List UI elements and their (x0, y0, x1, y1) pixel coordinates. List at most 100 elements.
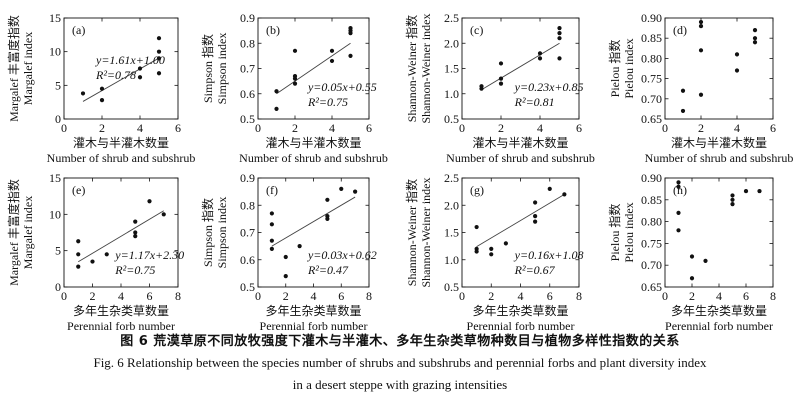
panel-label: (c) (470, 23, 483, 37)
y-axis-label-en: Shannon-Weiner index (419, 13, 433, 123)
data-point (689, 276, 695, 281)
data-point (474, 249, 479, 254)
y-tick-label: 1.5 (444, 226, 459, 240)
data-point (348, 26, 353, 31)
data-point (557, 31, 562, 36)
data-point (76, 239, 81, 244)
x-axis-label-en: Number of shrub and subshrub (645, 151, 794, 165)
plot-frame (63, 17, 179, 120)
x-tick-label: 0 (662, 289, 668, 303)
data-point (156, 71, 162, 76)
x-axis-label-en: Perennial forb number (260, 319, 368, 330)
y-axis-label-cn: Margalef 丰富度指数 (6, 15, 21, 122)
y-tick-label: 0.6 (240, 253, 255, 267)
figure-caption-en-line1: Fig. 6 Relationship between the species … (93, 355, 707, 370)
data-point (730, 202, 735, 207)
panel-label: (e) (72, 183, 85, 197)
y-tick-label: 0.75 (641, 72, 662, 86)
y-tick-label: 10 (49, 45, 61, 59)
data-point (676, 184, 681, 189)
x-tick-label: 6 (366, 121, 372, 135)
y-tick-label: 15 (49, 11, 61, 25)
data-point (734, 52, 740, 57)
x-tick-label: 6 (338, 289, 344, 303)
data-point (557, 36, 562, 41)
y-tick-label: 0.5 (444, 280, 459, 294)
y-tick-label: 0.5 (240, 280, 255, 294)
x-tick-label: 6 (743, 289, 749, 303)
regression-equation: y=0.05x+0.55 (307, 80, 377, 94)
figure-caption-en: Fig. 6 Relationship between the species … (30, 352, 770, 396)
x-tick-label: 2 (488, 289, 494, 303)
x-tick-label: 2 (99, 121, 105, 135)
data-point (292, 73, 298, 79)
data-point (76, 252, 81, 257)
x-axis-label-en: Number of shrub and subshrub (446, 151, 595, 165)
x-tick-label: 4 (734, 121, 740, 135)
x-axis-label-en: Number of shrub and subshrub (239, 151, 388, 165)
panel-h: 0 2 4 6 8 0.65 0.70 0.75 0.80 0.85 0.90 (h) 多年生杂类草数量… (607, 171, 776, 330)
y-axis-label-cn: Pielou 指数 (607, 40, 622, 98)
regression-line (82, 57, 160, 102)
figure-caption-en-line2: in a desert steppe with grazing intensit… (292, 377, 508, 392)
x-tick-label: 2 (698, 121, 704, 135)
regression-line (481, 42, 560, 91)
data-point (698, 92, 704, 97)
data-point (147, 199, 152, 204)
data-point (703, 258, 708, 263)
y-tick-label: 1.0 (444, 87, 459, 101)
figure-caption-cn: 图 6 荒漠草原不同放牧强度下灌木与半灌木、多年生杂类草物种数目与植物多样性指数… (120, 334, 680, 349)
y-axis-label-en: Simpson index (215, 197, 229, 269)
x-tick-label: 0 (459, 121, 465, 135)
y-axis-label-cn: Simpson 指数 (200, 198, 215, 267)
data-point (752, 28, 758, 33)
panel-label: (g) (470, 183, 484, 197)
y-tick-label: 0.9 (240, 171, 255, 185)
y-tick-label: 0.85 (641, 31, 662, 45)
x-tick-label: 2 (689, 289, 695, 303)
x-tick-label: 4 (137, 121, 143, 135)
y-axis-label-en: Pielou index (622, 38, 636, 98)
data-point (283, 254, 288, 260)
y-tick-label: 0.85 (641, 193, 662, 207)
x-axis-label-cn: 多年生杂类草数量 (73, 303, 169, 318)
data-point (325, 197, 330, 202)
y-tick-label: 0.5 (240, 112, 255, 126)
data-point (292, 48, 298, 53)
data-point (325, 214, 330, 219)
regression-equation: y=0.03x+0.62 (307, 248, 377, 262)
x-axis-label-cn: 多年生杂类草数量 (265, 303, 361, 318)
data-point (133, 230, 138, 235)
data-point (503, 241, 508, 246)
y-tick-label: 0 (55, 280, 61, 294)
x-tick-label: 0 (662, 121, 668, 135)
x-tick-label: 2 (283, 289, 289, 303)
panel-f: 0 2 4 6 8 0.5 0.6 0.7 0.8 0.9 (f) y=0.03x+0.62R²=0.… (200, 171, 377, 330)
y-tick-label: 0.70 (641, 258, 662, 272)
r-squared: R²=0.47 (307, 263, 349, 277)
y-axis-label-en: Margalef index (21, 196, 35, 269)
data-point (353, 189, 358, 194)
y-tick-label: 2.5 (444, 171, 459, 185)
panel-d: 0 2 4 6 0.65 0.70 0.75 0.80 0.85 0.90 (d) 灌木与半灌木数量N… (607, 11, 793, 165)
data-point (137, 75, 143, 80)
y-axis-label-en: Margalef index (21, 32, 35, 105)
y-tick-label: 5 (55, 244, 61, 258)
panel-c: 0 2 4 6 0.5 1.0 1.5 2.0 2.5 (c) y=0.23x+0.85R²=0.8… (404, 11, 595, 165)
x-axis-label-en: Perennial forb number (467, 319, 575, 330)
panel-g: 0 2 4 6 8 0.5 1.0 1.5 2.0 2.5 (g) y=0.16x+1.08R²=0.… (404, 171, 584, 330)
y-tick-label: 0.80 (641, 215, 662, 229)
y-axis-label-en: Pielou index (622, 202, 636, 262)
data-point (557, 56, 562, 61)
y-axis-label-cn: Pielou 指数 (607, 204, 622, 262)
y-tick-label: 0.65 (641, 112, 662, 126)
x-tick-label: 6 (576, 121, 582, 135)
data-point (730, 193, 735, 198)
y-axis-label-cn: Shannon-Weiner 指数 (404, 179, 419, 286)
data-point (99, 98, 105, 103)
data-point (680, 88, 686, 93)
x-tick-label: 6 (770, 121, 776, 135)
y-tick-label: 0 (55, 112, 61, 126)
